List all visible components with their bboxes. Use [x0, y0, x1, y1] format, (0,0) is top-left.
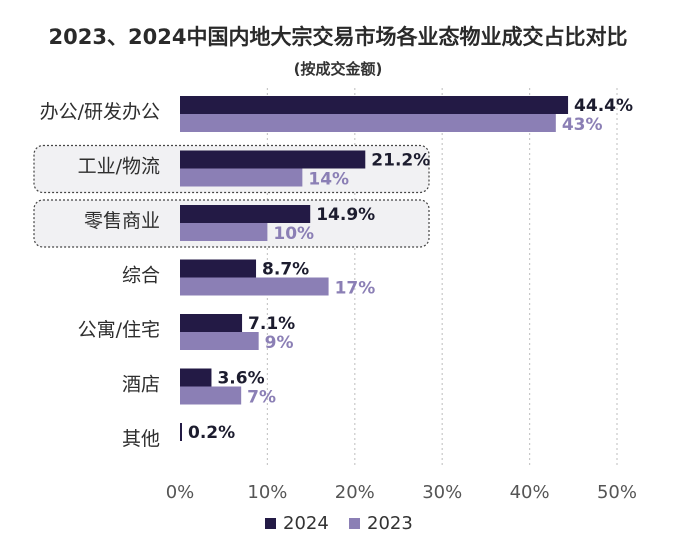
grid-lines [266, 88, 618, 466]
bar-2024 [180, 259, 257, 278]
bar-2024 [180, 150, 366, 169]
legend-swatch-2023 [349, 518, 360, 529]
value-label-2023: 14% [308, 170, 349, 190]
value-label-2024: 3.6% [217, 369, 264, 389]
value-label-2024: 14.9% [316, 205, 375, 225]
legend: 2024 2023 [265, 513, 413, 534]
bars [180, 96, 569, 441]
bar-2023 [180, 223, 268, 241]
value-label-2023: 43% [562, 115, 603, 135]
value-labels: 44.4%43% 21.2% 14% 14.9%10% 8.7% 17% 7.1%9%3.6… [188, 96, 633, 443]
bar-2024 [180, 314, 243, 332]
x-tick-label: 20% [335, 482, 375, 503]
value-label-2023: 9% [265, 333, 294, 353]
legend-swatch-2024 [265, 518, 276, 529]
category-label: 零售商业 [84, 210, 160, 232]
legend-label-2024: 2024 [283, 513, 329, 534]
bar-2023 [180, 277, 329, 296]
chart-subtitle: (按成交金额) [294, 60, 383, 78]
value-label-2024: 0.2% [188, 423, 235, 443]
x-tick-label: 10% [247, 482, 287, 503]
bar-2023 [180, 114, 556, 132]
bar-2024 [180, 368, 212, 387]
bar-2024 [180, 205, 311, 223]
x-tick-label: 50% [597, 482, 637, 503]
chart-title: 2023、2024中国内地大宗交易市场各业态物业成交占比对比 [49, 25, 628, 49]
category-label: 工业/物流 [78, 156, 160, 178]
value-label-2024: 8.7% [262, 260, 309, 280]
category-label: 其他 [122, 428, 160, 450]
category-label: 综合 [122, 265, 160, 287]
legend-label-2023: 2023 [367, 513, 413, 534]
category-label: 公寓/住宅 [78, 319, 160, 341]
bar-2023 [180, 332, 259, 350]
category-label: 办公/研发办公 [40, 101, 160, 123]
value-label-2023: 17% [335, 279, 376, 299]
bar-2024 [180, 423, 182, 441]
bar-2023 [180, 386, 242, 405]
value-label-2024: 7.1% [248, 314, 295, 334]
value-label-2023: 10% [273, 224, 314, 244]
x-tick-label: 0% [166, 482, 195, 503]
value-label-2024: 44.4% [574, 96, 633, 116]
category-label: 酒店 [122, 374, 160, 396]
bar-2023 [180, 168, 303, 187]
x-tick-label: 30% [422, 482, 462, 503]
x-tick-label: 40% [510, 482, 550, 503]
value-label-2023: 7% [247, 388, 276, 408]
x-axis: 0% 10% 20% 30% 40% 50% [166, 482, 637, 503]
bar-2024 [180, 96, 569, 114]
value-label-2024: 21.2% [371, 151, 430, 171]
